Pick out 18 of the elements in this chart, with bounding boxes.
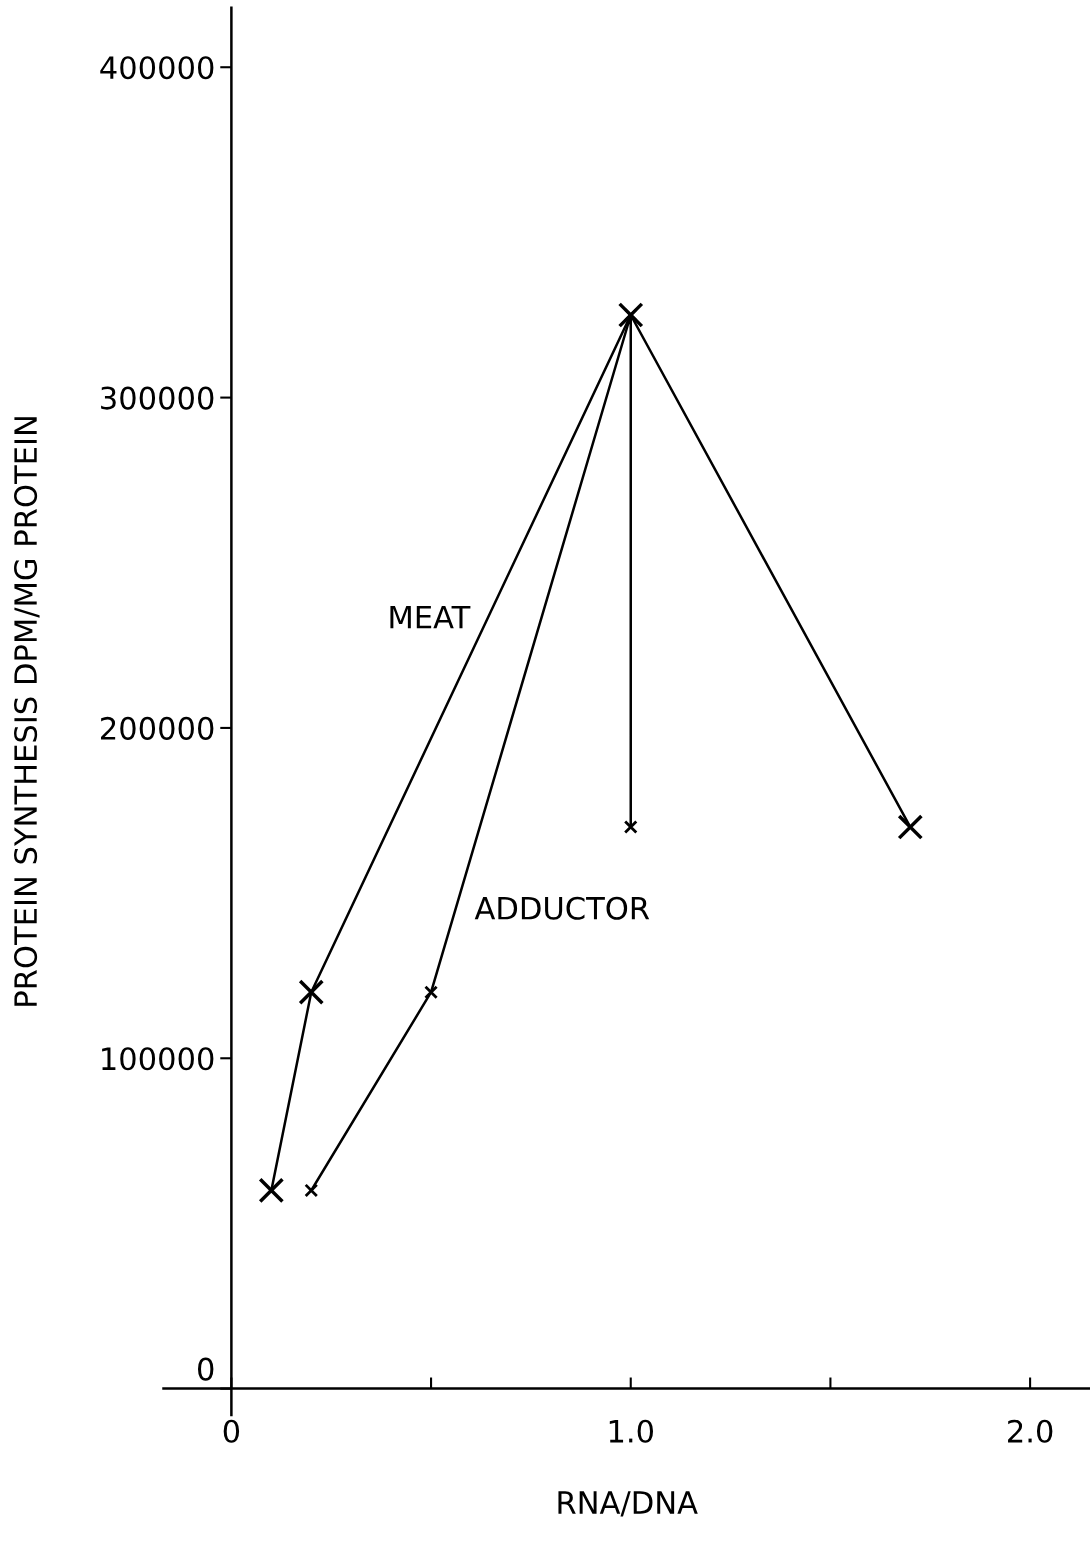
- point: [298, 979, 325, 1006]
- y-tick-label: 200000: [101, 716, 214, 740]
- y-tick-label: 300000: [101, 386, 214, 410]
- y-tick-label: 100000: [102, 1047, 214, 1071]
- point: [258, 1177, 285, 1204]
- x-tick-label: 2.0: [1008, 1419, 1053, 1443]
- series-label: MEAT: [390, 605, 471, 629]
- point: [424, 985, 439, 1000]
- point: [897, 814, 924, 840]
- x-axis-title: RNA/DNA: [558, 1491, 698, 1517]
- x-tick-label: 0: [223, 1419, 240, 1443]
- y-tick-label: 0: [197, 1357, 214, 1381]
- x-tick-label: 1.0: [609, 1419, 654, 1443]
- series-label: ADDUCTOR: [474, 896, 650, 920]
- y-axis-title: PROTEIN SYNTHESIS DPM/MG PROTEIN: [14, 417, 40, 1006]
- point: [623, 820, 638, 834]
- y-tick-label: 400000: [100, 56, 214, 80]
- point: [304, 1183, 319, 1198]
